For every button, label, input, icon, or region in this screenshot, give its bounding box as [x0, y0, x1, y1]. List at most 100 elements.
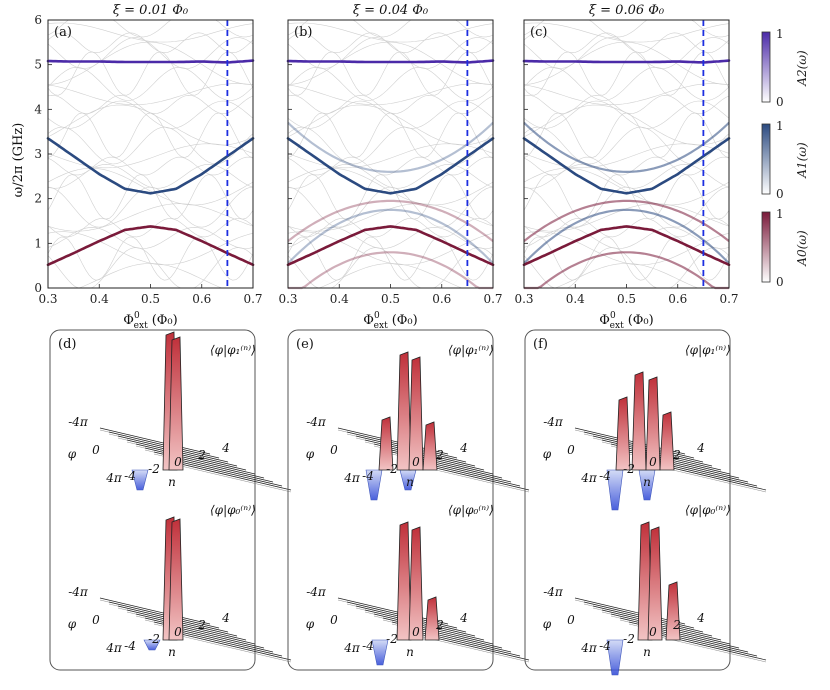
- phi-tick-bot: 4π: [105, 641, 123, 655]
- wavefunction-dip: [365, 469, 383, 501]
- n-tick-label: -2: [148, 632, 160, 646]
- n-tick-label: -2: [623, 632, 635, 646]
- background-line: [523, 41, 729, 85]
- background-line: [523, 37, 730, 69]
- background-line: [47, 163, 254, 189]
- wavefunction-peak: [659, 411, 675, 471]
- wavefunction-dip: [131, 469, 149, 491]
- panel-title: ξ = 0.06 Φ₀: [589, 3, 665, 18]
- background-line: [523, 218, 730, 238]
- x-axis-label-sub: ext: [610, 321, 624, 331]
- background-line: [47, 227, 254, 249]
- n-axis-name: n: [168, 645, 176, 659]
- n-tick-label: 2: [197, 448, 206, 462]
- background-line-group: [287, 19, 494, 289]
- n-axis-name: n: [643, 645, 651, 659]
- phi-tick-mid: 0: [92, 613, 100, 627]
- background-line: [47, 94, 254, 114]
- background-line: [287, 167, 494, 206]
- x-tick-label: 0.3: [278, 292, 297, 306]
- branch-line: [288, 251, 493, 290]
- background-line: [47, 37, 254, 69]
- x-axis-label-main: Φ: [123, 313, 134, 328]
- background-line: [523, 94, 730, 114]
- surface-slice-line: [135, 613, 247, 641]
- wavefunction-peak: [378, 416, 394, 471]
- x-tick-label: 0.7: [719, 292, 738, 306]
- background-line: [523, 227, 730, 249]
- spectrum-panel-b: 0.3 0.4 0.5 0.6 0.7 (b) ξ = 0.04 Φ₀ Φ0 ext (Φ₀): [278, 3, 502, 331]
- surface-slice-line: [180, 633, 292, 661]
- series-line-a0: [286, 225, 495, 267]
- ground-state-title: ⟨φ|φ₀⁽ⁿ⁾⟩: [685, 503, 731, 517]
- excited-state-title: ⟨φ|φ₁⁽ⁿ⁾⟩: [685, 343, 731, 357]
- background-line: [287, 174, 494, 220]
- n-tick-label: 2: [197, 618, 206, 632]
- panel-frame: [49, 329, 256, 671]
- wavefunction-peak: [168, 336, 184, 471]
- background-line: [523, 143, 730, 169]
- phi-tick-bot: 4π: [105, 471, 123, 485]
- background-line: [287, 247, 494, 289]
- colorbar-a2-min: 0: [776, 95, 784, 109]
- n-tick-label: -4: [124, 469, 136, 483]
- surface-slice-line: [99, 597, 211, 625]
- x-axis-label-sup: 0: [134, 311, 140, 321]
- series-line-a0: [46, 225, 255, 267]
- background-line: [523, 19, 730, 38]
- background-line: [47, 218, 254, 238]
- panel-title: ξ = 0.01 Φ₀: [113, 3, 189, 18]
- background-line: [47, 174, 254, 220]
- phi-tick-mid: 0: [330, 443, 338, 457]
- background-line: [287, 227, 494, 249]
- x-tick-label: 0.5: [617, 292, 636, 306]
- x-tick-label: 0.5: [141, 292, 160, 306]
- n-tick-label: -2: [148, 462, 160, 476]
- phi-tick-top: -4π: [543, 415, 564, 429]
- n-tick-label: -2: [623, 462, 635, 476]
- colorbar-a0-max: 1: [776, 207, 784, 221]
- background-line: [47, 51, 254, 96]
- n-tick-label: 0: [649, 455, 657, 469]
- phi-axis-name: φ: [68, 447, 77, 461]
- n-tick-label: 4: [459, 611, 468, 625]
- background-line: [287, 143, 494, 169]
- x-tick-label: 0.7: [483, 292, 502, 306]
- wavefunction-peak: [424, 596, 440, 641]
- panel-label: (c): [530, 25, 547, 40]
- phi-tick-bot: 4π: [580, 471, 598, 485]
- colorbar-a0: 1 0 A0(ω): [761, 207, 809, 289]
- colorbar-a2-max: 1: [776, 27, 784, 41]
- n-tick-label: 0: [649, 625, 657, 639]
- wavefunction-dip: [143, 639, 161, 651]
- background-line: [287, 218, 494, 238]
- surface-slice-line: [610, 613, 722, 641]
- x-axis-label-sup: 0: [610, 311, 616, 321]
- phi-tick-top: -4π: [306, 585, 327, 599]
- n-tick-label: 4: [221, 441, 230, 455]
- branch-line-group: [287, 121, 494, 290]
- branch-line: [523, 199, 730, 242]
- wavefunction-peak: [647, 526, 663, 641]
- branch-line: [287, 121, 494, 174]
- branch-line: [523, 121, 730, 174]
- surface-slice-line: [646, 629, 758, 657]
- surface-slice-shadow: [180, 465, 292, 493]
- x-tick-label: 0.4: [330, 292, 349, 306]
- wavefunction-peak: [168, 518, 184, 641]
- y-tick-label: 3: [34, 147, 42, 161]
- n-tick-label: 2: [672, 448, 681, 462]
- phi-tick-top: -4π: [543, 585, 564, 599]
- excited-state-title: ⟨φ|φ₁⁽ⁿ⁾⟩: [210, 343, 256, 357]
- x-axis-label: Φ0 ext (Φ₀): [123, 311, 177, 331]
- branch-line: [287, 208, 494, 265]
- n-axis-name: n: [643, 475, 651, 489]
- ground-state-title: ⟨φ|φ₀⁽ⁿ⁾⟩: [210, 503, 256, 517]
- n-tick-label: 4: [221, 611, 230, 625]
- background-line: [47, 41, 253, 85]
- x-tick-label: 0.4: [90, 292, 109, 306]
- background-line: [523, 156, 730, 176]
- wavefunction-dip: [606, 639, 624, 676]
- surface-slice-line: [135, 443, 247, 471]
